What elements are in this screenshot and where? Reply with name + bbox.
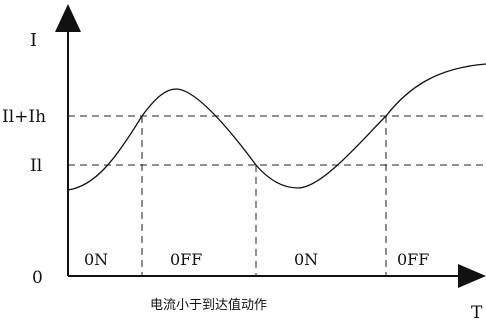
x-axis-arrowhead: [458, 264, 486, 288]
x-axis-label: T: [471, 303, 483, 322]
lower-threshold-label: Il: [30, 156, 42, 176]
region-label-on-1: 0N: [84, 250, 108, 269]
upper-threshold-label: Il+Ih: [2, 107, 46, 127]
region-label-off-1: 0FF: [170, 250, 202, 269]
region-label-off-2: 0FF: [397, 250, 429, 269]
current-curve: [67, 63, 486, 191]
y-axis-arrowhead: [55, 4, 81, 32]
y-axis-label: I: [30, 30, 37, 51]
region-label-on-2: 0N: [294, 250, 318, 269]
diagram-caption: 电流小于到达值动作: [150, 297, 267, 313]
origin-label: 0: [32, 268, 43, 288]
